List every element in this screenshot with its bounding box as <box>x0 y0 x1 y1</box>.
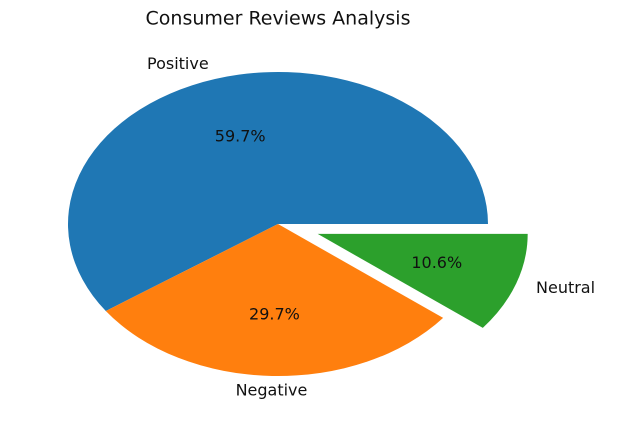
category-label: Positive <box>147 54 209 73</box>
pie-slice <box>105 224 444 377</box>
value-label: 29.7% <box>249 305 300 324</box>
value-label: 10.6% <box>411 253 462 272</box>
value-label: 59.7% <box>215 127 266 146</box>
pie-slice <box>317 233 528 328</box>
category-label: Negative <box>236 381 308 400</box>
chart-title: Consumer Reviews Analysis <box>146 8 411 30</box>
pie-slice <box>68 72 489 312</box>
category-label: Neutral <box>536 278 595 297</box>
